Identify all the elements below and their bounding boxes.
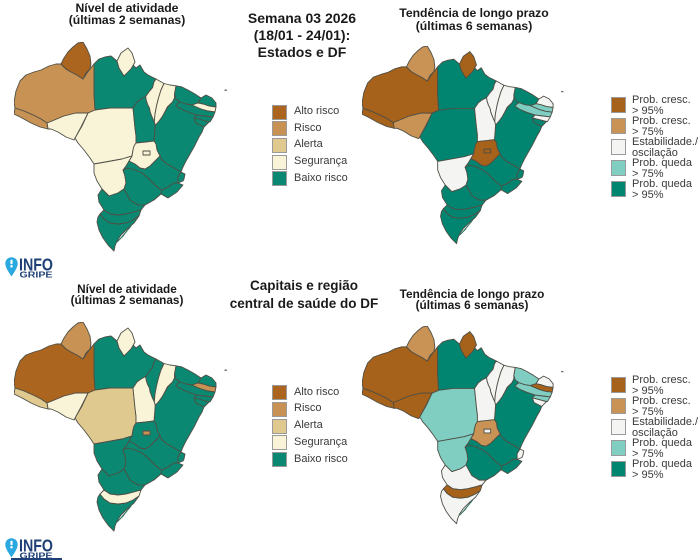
svg-text:GRIPE: GRIPE <box>20 270 54 279</box>
svg-text:INFO: INFO <box>19 538 53 556</box>
svg-text:INFO: INFO <box>19 257 53 275</box>
svg-text:GRIPE: GRIPE <box>20 551 54 560</box>
